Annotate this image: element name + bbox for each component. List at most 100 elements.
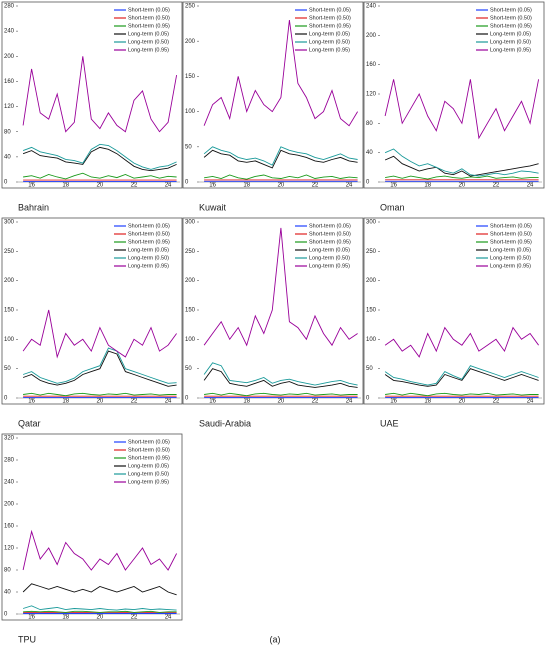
x-tick-label: 20	[459, 399, 466, 405]
legend-label: Long-term (0.95)	[490, 263, 531, 269]
x-tick-label: 22	[493, 399, 500, 405]
legend-label: Long-term (0.05)	[490, 31, 531, 37]
x-tick-label: 24	[346, 399, 353, 405]
series-line	[203, 362, 358, 386]
y-tick-label: 100	[185, 337, 196, 343]
legend-label: Long-term (0.05)	[309, 31, 350, 37]
plot-frame	[182, 217, 364, 405]
y-tick-label: 0	[366, 180, 370, 186]
chart-title: TPU	[18, 634, 36, 644]
x-tick-label: 20	[97, 183, 104, 189]
legend-label: Long-term (0.50)	[490, 255, 531, 261]
series-line	[22, 309, 177, 359]
legend-label: Short-term (0.50)	[490, 231, 532, 237]
legend-label: Short-term (0.50)	[309, 231, 351, 237]
series-line	[204, 174, 358, 180]
chart-title: Bahrain	[18, 202, 49, 212]
legend-label: Short-term (0.95)	[128, 239, 170, 245]
x-tick-label: 16	[28, 615, 35, 621]
legend-label: Short-term (0.50)	[128, 447, 170, 453]
y-tick-label: 150	[4, 308, 15, 314]
legend-label: Long-term (0.50)	[490, 39, 531, 45]
legend-label: Short-term (0.50)	[309, 15, 351, 21]
y-tick-label: 0	[185, 180, 189, 186]
legend-label: Short-term (0.05)	[490, 223, 532, 229]
y-tick-label: 50	[185, 144, 192, 150]
y-tick-label: 150	[185, 74, 196, 80]
y-tick-label: 150	[366, 308, 377, 314]
x-tick-label: 16	[390, 183, 397, 189]
series-line	[203, 227, 358, 347]
legend-label: Long-term (0.95)	[490, 47, 531, 53]
y-tick-label: 80	[366, 121, 373, 127]
x-tick-label: 20	[278, 183, 285, 189]
x-tick-label: 18	[62, 399, 69, 405]
x-tick-label: 18	[62, 183, 69, 189]
y-tick-label: 250	[185, 4, 196, 10]
y-tick-label: 200	[366, 33, 377, 39]
series-line	[204, 392, 358, 397]
y-tick-label: 240	[366, 4, 377, 10]
x-tick-label: 22	[312, 399, 319, 405]
x-tick-label: 22	[131, 399, 138, 405]
x-tick-label: 16	[28, 399, 35, 405]
y-tick-label: 300	[366, 220, 377, 226]
y-tick-label: 280	[4, 4, 15, 10]
series-line	[385, 392, 539, 397]
legend-label: Long-term (0.05)	[128, 463, 169, 469]
series-line	[22, 583, 177, 596]
legend-label: Long-term (0.05)	[128, 247, 169, 253]
y-tick-label: 250	[366, 249, 377, 255]
y-tick-label: 280	[4, 458, 15, 464]
y-tick-label: 160	[4, 79, 15, 85]
x-tick-label: 22	[493, 183, 500, 189]
x-tick-label: 24	[527, 183, 534, 189]
x-tick-label: 22	[131, 183, 138, 189]
legend-label: Short-term (0.95)	[490, 239, 532, 245]
y-tick-label: 0	[4, 612, 8, 618]
y-tick-label: 200	[4, 54, 15, 60]
legend-label: Short-term (0.95)	[128, 455, 170, 461]
legend-label: Short-term (0.95)	[128, 23, 170, 29]
legend-label: Short-term (0.05)	[128, 439, 170, 445]
legend-label: Short-term (0.05)	[128, 7, 170, 13]
y-tick-label: 80	[4, 129, 11, 135]
series-line	[384, 79, 540, 140]
series-line	[22, 605, 177, 611]
y-tick-label: 100	[366, 337, 377, 343]
legend-label: Long-term (0.95)	[128, 479, 169, 485]
legend-label: Short-term (0.05)	[309, 7, 351, 13]
y-tick-label: 200	[4, 502, 15, 508]
legend-label: Short-term (0.50)	[490, 15, 532, 21]
y-tick-label: 240	[4, 480, 15, 486]
plot-frame	[363, 1, 545, 189]
legend-label: Short-term (0.05)	[490, 7, 532, 13]
y-tick-label: 300	[4, 220, 15, 226]
x-tick-label: 20	[97, 399, 104, 405]
legend-label: Long-term (0.50)	[309, 39, 350, 45]
y-tick-label: 250	[4, 249, 15, 255]
plot-frame	[1, 217, 183, 405]
y-tick-label: 100	[185, 109, 196, 115]
y-tick-label: 0	[185, 396, 189, 402]
y-tick-label: 240	[4, 29, 15, 35]
y-tick-label: 120	[366, 92, 377, 98]
legend-label: Long-term (0.95)	[309, 263, 350, 269]
y-tick-label: 250	[185, 249, 196, 255]
chart-title: Oman	[380, 202, 405, 212]
y-tick-label: 320	[4, 436, 15, 442]
legend-label: Long-term (0.50)	[128, 255, 169, 261]
y-tick-label: 100	[4, 337, 15, 343]
legend-label: Short-term (0.95)	[309, 23, 351, 29]
x-tick-label: 24	[165, 183, 172, 189]
legend-label: Long-term (0.05)	[309, 247, 350, 253]
x-tick-label: 18	[424, 183, 431, 189]
y-tick-label: 120	[4, 546, 15, 552]
y-tick-label: 200	[185, 278, 196, 284]
legend-label: Long-term (0.05)	[128, 31, 169, 37]
legend-label: Short-term (0.05)	[128, 223, 170, 229]
plot-frame	[182, 1, 364, 189]
y-tick-label: 200	[366, 278, 377, 284]
x-tick-label: 24	[346, 183, 353, 189]
